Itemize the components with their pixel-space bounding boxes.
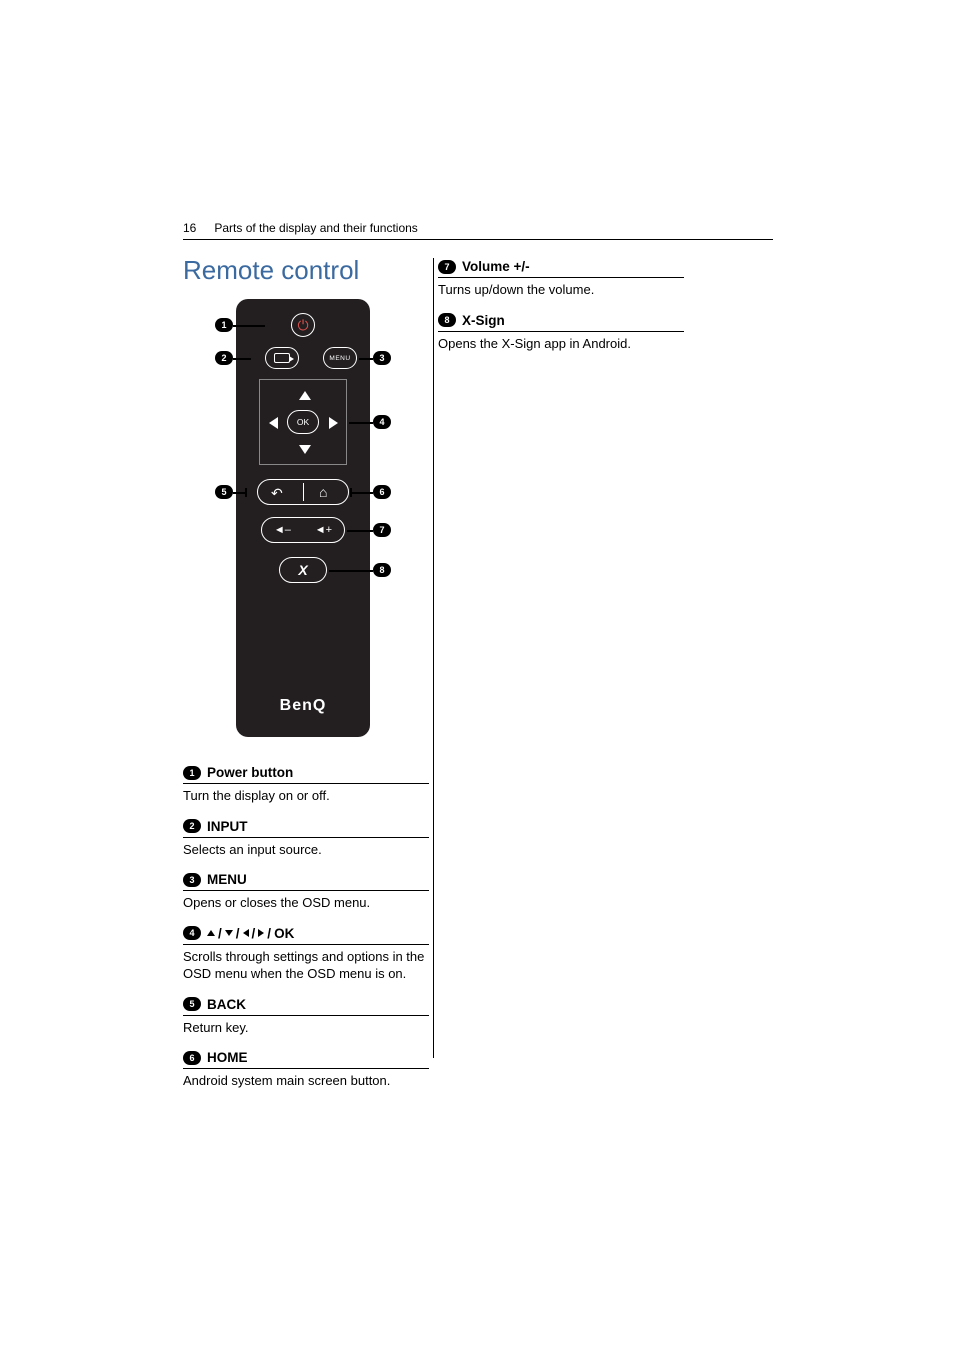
left-column: BenQ ⏻ MENU OK ↶ ⌂ ◄– ◄+ X 1 2 3 4 5 6 7 8 1 Pow… [183, 287, 429, 1104]
entry-bubble-3: 3 [183, 873, 201, 887]
entry-desc-2: Selects an input source. [183, 841, 429, 859]
dpad-down-icon [299, 445, 311, 454]
entry-title-1: Power button [207, 765, 293, 780]
entry-head-1: 1 Power button [183, 765, 429, 784]
entry-title-4: / / / / OK [207, 926, 294, 941]
right-entries: 7 Volume +/- Turns up/down the volume. 8 X-S… [438, 259, 684, 352]
vol-minus-icon: ◄– [274, 524, 291, 536]
entry-7: 7 Volume +/- Turns up/down the volume. [438, 259, 684, 299]
right-column: 7 Volume +/- Turns up/down the volume. 8 X-S… [438, 259, 684, 366]
volume-frame: ◄– ◄+ [261, 517, 345, 543]
callout-lead-1 [233, 325, 265, 327]
column-divider [433, 258, 434, 1058]
entry-title-2: INPUT [207, 819, 248, 834]
entry-bubble-8: 8 [438, 313, 456, 327]
callout-lead-8 [329, 570, 373, 572]
callout-bubble-7: 7 [373, 523, 391, 537]
callout-bubble-4: 4 [373, 415, 391, 429]
callout-lead-2 [233, 358, 251, 360]
separator: / [236, 926, 240, 941]
entry-head-5: 5 BACK [183, 997, 429, 1016]
entry-2: 2 INPUT Selects an input source. [183, 819, 429, 859]
entry-8: 8 X-Sign Opens the X-Sign app in Android. [438, 313, 684, 353]
entry-bubble-5: 5 [183, 997, 201, 1011]
entry-title-6: HOME [207, 1050, 248, 1065]
dpad-up-icon [299, 391, 311, 400]
entry-head-2: 2 INPUT [183, 819, 429, 838]
arrow-icon [258, 929, 264, 937]
entry-title-5: BACK [207, 997, 246, 1012]
entry-desc-1: Turn the display on or off. [183, 787, 429, 805]
entry-desc-4: Scrolls through settings and options in … [183, 948, 429, 983]
menu-button-icon: MENU [323, 347, 357, 369]
arrow-icon [243, 929, 249, 937]
entry-3: 3 MENU Opens or closes the OSD menu. [183, 872, 429, 912]
ok-button-icon: OK [287, 410, 319, 434]
callout-bubble-5: 5 [215, 485, 233, 499]
separator: / [218, 926, 222, 941]
dpad-right-icon [329, 417, 338, 429]
page-header: 16 Parts of the display and their functi… [183, 221, 773, 235]
arrow-icon [207, 930, 215, 936]
xsign-button-icon: X [279, 557, 327, 583]
home-icon: ⌂ [319, 484, 327, 500]
entry-title-7: Volume +/- [462, 259, 530, 274]
entry-6: 6 HOME Android system main screen button. [183, 1050, 429, 1090]
brand-logo: BenQ [236, 697, 370, 715]
dpad-left-icon [269, 417, 278, 429]
callout-bubble-1: 1 [215, 318, 233, 332]
callout-bubble-3: 3 [373, 351, 391, 365]
arrow-icon [225, 930, 233, 936]
entry-1: 1 Power button Turn the display on or off. [183, 765, 429, 805]
header-rule [183, 239, 773, 240]
vol-plus-icon: ◄+ [315, 524, 332, 536]
callout-lead-4 [349, 422, 373, 424]
entry-bubble-4: 4 [183, 926, 201, 940]
entry-head-8: 8 X-Sign [438, 313, 684, 332]
callout-bubble-8: 8 [373, 563, 391, 577]
page-root: 16 Parts of the display and their functi… [0, 0, 954, 1350]
power-button-icon: ⏻ [291, 313, 315, 337]
section-title: Remote control [183, 255, 359, 286]
entry-5: 5 BACK Return key. [183, 997, 429, 1037]
page-number: 16 [183, 221, 196, 235]
left-entries: 1 Power button Turn the display on or off.… [183, 765, 429, 1090]
entry-bubble-2: 2 [183, 819, 201, 833]
entry-desc-3: Opens or closes the OSD menu. [183, 894, 429, 912]
entry-bubble-6: 6 [183, 1051, 201, 1065]
entry-desc-6: Android system main screen button. [183, 1072, 429, 1090]
callout-cross-5 [245, 488, 247, 497]
callout-bubble-6: 6 [373, 485, 391, 499]
entry-head-6: 6 HOME [183, 1050, 429, 1069]
entry-title-3: MENU [207, 872, 247, 887]
entry-desc-5: Return key. [183, 1019, 429, 1037]
input-button-icon [265, 347, 299, 369]
callout-lead-6 [351, 492, 373, 494]
entry-bubble-1: 1 [183, 766, 201, 780]
entry-head-4: 4 / / / / OK [183, 926, 429, 945]
callout-cross-6 [350, 488, 352, 497]
remote-illustration: BenQ ⏻ MENU OK ↶ ⌂ ◄– ◄+ X 1 2 3 4 5 6 7 8 [215, 287, 390, 745]
ok-label: OK [274, 926, 294, 941]
entry-head-3: 3 MENU [183, 872, 429, 891]
callout-lead-3 [359, 358, 373, 360]
header-text: Parts of the display and their functions [214, 221, 417, 235]
callout-lead-7 [347, 530, 373, 532]
back-home-separator [303, 483, 304, 501]
entry-4: 4 / / / / OK Scrolls through settings and… [183, 926, 429, 983]
separator: / [252, 926, 256, 941]
entry-title-8: X-Sign [462, 313, 505, 328]
entry-bubble-7: 7 [438, 260, 456, 274]
entry-desc-8: Opens the X-Sign app in Android. [438, 335, 684, 353]
back-icon: ↶ [271, 485, 283, 502]
entry-desc-7: Turns up/down the volume. [438, 281, 684, 299]
separator: / [267, 926, 271, 941]
callout-lead-5 [233, 492, 245, 494]
callout-bubble-2: 2 [215, 351, 233, 365]
entry-head-7: 7 Volume +/- [438, 259, 684, 278]
